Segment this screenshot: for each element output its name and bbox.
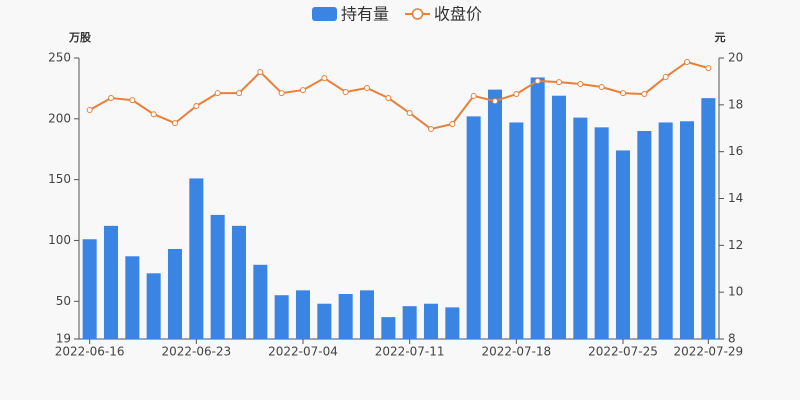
y-tick-label: 50 — [56, 294, 71, 308]
point — [406, 110, 413, 117]
line — [89, 60, 709, 131]
y2-tick-label: 8 — [728, 332, 736, 346]
bar — [168, 248, 182, 339]
point — [620, 90, 626, 97]
bar — [381, 317, 396, 339]
bar — [317, 303, 332, 339]
bar — [338, 293, 353, 339]
y2-tick-label: 16 — [728, 144, 743, 158]
bar — [466, 116, 481, 339]
x-tick-label: 2022-07-18 — [481, 345, 551, 359]
x-tick-label: 2022-06-16 — [55, 345, 125, 359]
bar — [552, 95, 566, 339]
bar — [658, 122, 673, 339]
point — [86, 106, 93, 113]
legend-swatch-point — [411, 8, 424, 20]
y-tick-label: 19 — [56, 332, 71, 346]
point — [172, 120, 178, 127]
bar — [146, 273, 161, 339]
point — [705, 65, 712, 72]
point — [385, 95, 392, 102]
point — [364, 84, 370, 91]
bar — [616, 150, 630, 339]
y2-tick-label: 12 — [728, 238, 743, 252]
point — [513, 91, 520, 98]
legend-label: 持有量 — [341, 5, 389, 24]
y2-axis-title: 元 — [715, 31, 726, 44]
bar — [573, 117, 588, 339]
bar — [104, 225, 118, 339]
point — [300, 87, 306, 94]
bar — [82, 239, 97, 339]
bar — [253, 264, 268, 339]
point — [278, 90, 285, 97]
bar — [189, 178, 204, 339]
y-tick-label: 150 — [48, 172, 71, 186]
point — [321, 75, 328, 82]
point — [641, 91, 648, 98]
bar — [125, 256, 140, 339]
bar — [594, 127, 609, 339]
point — [257, 69, 264, 76]
x-tick-label: 2022-07-25 — [588, 345, 658, 359]
point — [108, 95, 114, 102]
y2-tick-label: 18 — [728, 97, 743, 111]
point — [129, 97, 136, 104]
bar — [232, 225, 246, 339]
point — [470, 92, 477, 99]
y2-tick-label: 14 — [728, 191, 743, 205]
x-tick-label: 2022-06-23 — [161, 345, 231, 359]
legend-swatch — [312, 7, 337, 21]
y-tick-label: 200 — [48, 111, 71, 125]
point — [577, 80, 584, 87]
y-tick-label: 100 — [48, 233, 71, 247]
point — [449, 121, 456, 128]
legend-label: 收盘价 — [434, 5, 482, 24]
bar — [509, 122, 524, 339]
x-tick-label: 2022-07-29 — [673, 345, 743, 359]
y-axis-title: 万股 — [68, 31, 92, 44]
bar — [637, 130, 652, 339]
bar — [274, 295, 289, 339]
point — [556, 79, 562, 86]
point — [150, 111, 157, 118]
bar — [360, 290, 374, 339]
bar — [530, 77, 545, 340]
bar — [210, 214, 225, 339]
point — [214, 90, 221, 97]
x-tick-label: 2022-07-04 — [268, 345, 338, 359]
point — [492, 98, 498, 105]
point — [428, 125, 434, 132]
point — [236, 90, 242, 97]
point — [342, 88, 349, 95]
x-tick-label: 2022-07-11 — [375, 345, 445, 359]
bar — [488, 89, 502, 339]
bar — [424, 303, 438, 339]
bar — [402, 306, 417, 339]
point — [193, 103, 200, 110]
y2-tick-label: 20 — [728, 51, 743, 65]
bar — [701, 98, 716, 340]
point — [598, 84, 605, 91]
bar — [296, 290, 310, 339]
y-tick-label: 250 — [48, 51, 71, 65]
point — [662, 73, 669, 80]
bar — [680, 121, 694, 340]
point — [684, 58, 690, 65]
y2-tick-label: 10 — [728, 285, 743, 299]
point — [534, 77, 541, 84]
bar — [445, 307, 460, 339]
